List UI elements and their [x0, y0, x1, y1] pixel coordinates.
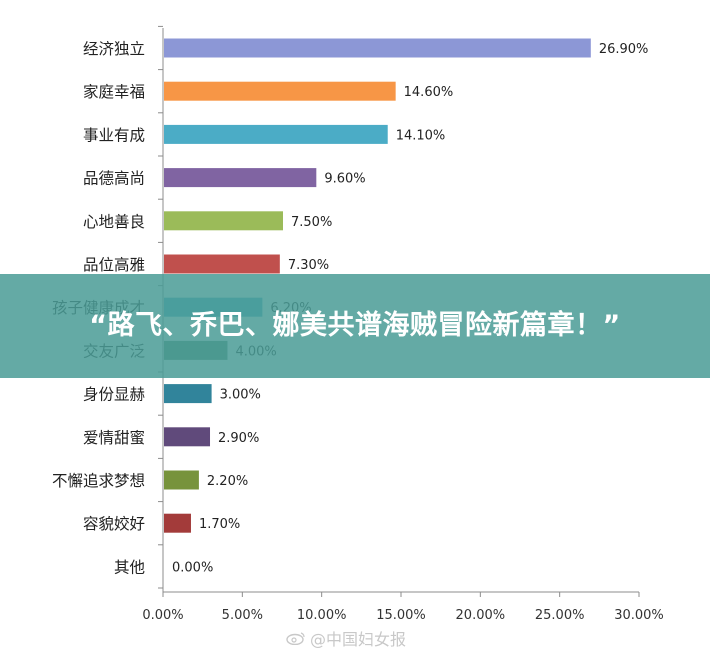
data-label: 7.30% — [288, 258, 329, 273]
bar — [164, 254, 280, 274]
bar — [164, 211, 283, 231]
data-label: 14.60% — [404, 85, 454, 100]
data-label: 7.50% — [291, 215, 332, 230]
bar — [164, 427, 211, 447]
category-label: 其他 — [114, 558, 145, 576]
bar — [164, 124, 388, 144]
weibo-icon — [286, 632, 305, 645]
data-label: 26.90% — [599, 42, 649, 57]
bar — [164, 384, 212, 404]
data-label: 1.70% — [199, 517, 240, 532]
category-label: 经济独立 — [83, 40, 145, 58]
x-tick-label: 10.00% — [297, 608, 347, 623]
x-tick-label: 15.00% — [376, 608, 426, 623]
category-label: 事业有成 — [83, 126, 145, 144]
category-label: 心地善良 — [83, 213, 145, 231]
category-label: 不懈追求梦想 — [52, 472, 145, 490]
watermark: @中国妇女报 — [286, 626, 406, 650]
category-label: 爱情甜蜜 — [83, 429, 145, 447]
category-label: 家庭幸福 — [83, 83, 145, 101]
data-label: 14.10% — [396, 128, 446, 143]
category-label: 品德高尚 — [83, 170, 145, 188]
bar — [164, 513, 191, 533]
data-label: 0.00% — [172, 560, 213, 575]
x-tick-label: 0.00% — [142, 608, 183, 623]
headline-banner: “路飞、乔巴、娜美共谱海贼冒险新篇章！” — [0, 274, 710, 378]
data-label: 9.60% — [324, 172, 365, 187]
data-label: 3.00% — [220, 388, 261, 403]
bar — [164, 81, 396, 101]
category-label: 身份显赫 — [83, 386, 145, 404]
bar — [164, 168, 317, 188]
data-label: 2.20% — [207, 474, 248, 489]
category-label: 品位高雅 — [83, 256, 145, 274]
x-tick-label: 5.00% — [222, 608, 263, 623]
bar — [164, 38, 591, 58]
category-label: 容貌姣好 — [83, 515, 145, 533]
headline-text: “路飞、乔巴、娜美共谱海贼冒险新篇章！” — [89, 310, 621, 341]
x-tick-label: 25.00% — [535, 608, 585, 623]
x-tick-label: 30.00% — [614, 608, 664, 623]
watermark-text: @中国妇女报 — [310, 630, 407, 649]
bar — [164, 470, 199, 490]
data-label: 2.90% — [218, 431, 259, 446]
x-tick-label: 20.00% — [456, 608, 506, 623]
